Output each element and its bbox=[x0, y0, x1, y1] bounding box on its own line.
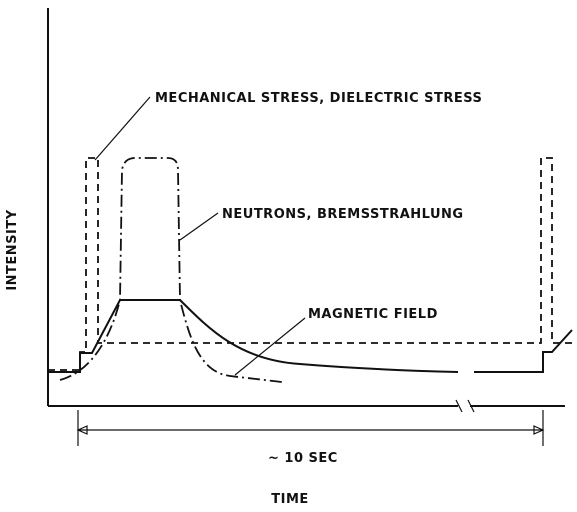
leader-line bbox=[179, 212, 219, 241]
neutrons-curve bbox=[59, 157, 283, 383]
leader-line bbox=[234, 317, 306, 376]
x-axis-label: TIME bbox=[271, 492, 309, 507]
label: MAGNETIC FIELD bbox=[308, 307, 438, 322]
label: MECHANICAL STRESS, DIELECTRIC STRESS bbox=[155, 91, 482, 106]
axis-break bbox=[455, 399, 475, 413]
leader-line bbox=[94, 96, 151, 161]
duration-bar bbox=[76, 410, 545, 446]
y-axis-label: INTENSITY bbox=[5, 209, 20, 290]
mechanical-stress-curve bbox=[48, 157, 575, 371]
duration-label: ~ 10 SEC bbox=[268, 451, 338, 466]
label: NEUTRONS, BREMSSTRAHLUNG bbox=[222, 207, 464, 222]
